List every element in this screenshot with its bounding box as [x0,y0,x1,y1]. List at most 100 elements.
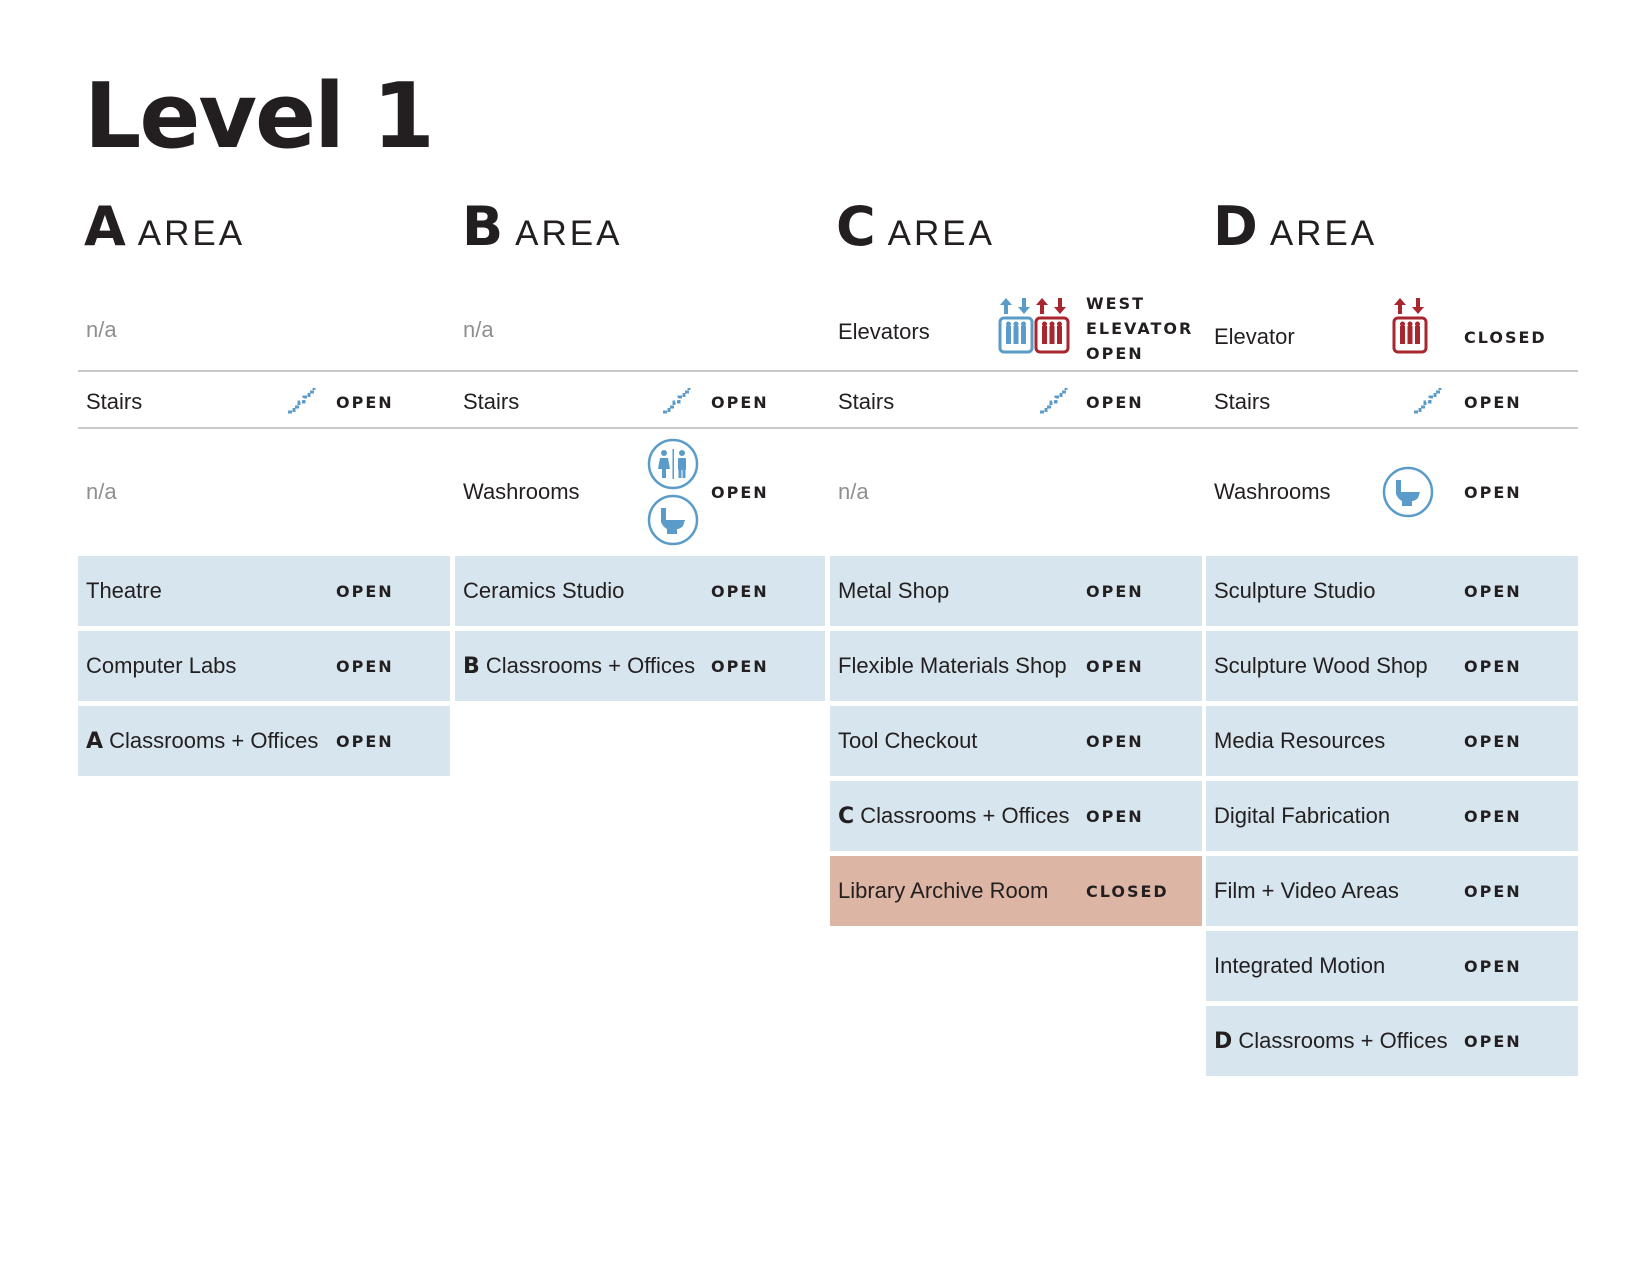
stairs-status: OPEN [1086,392,1144,412]
elevator-closed-icon [1034,298,1070,354]
elevator-status: CLOSED [1464,327,1547,347]
stairs-label: Stairs [86,389,143,414]
room-status: OPEN [1086,807,1144,826]
room-cell: Media Resources OPEN [1206,706,1578,776]
area-a-elevator-cell: n/a [78,300,450,360]
stairs-label: Stairs [463,389,520,414]
room-name: Classrooms + Offices [479,653,696,678]
room-cell: C Classrooms + Offices OPEN [830,781,1202,851]
room-name: Library Archive Room [838,878,1049,903]
area-a-washrooms-cell: n/a [78,462,450,522]
room-cell: Metal Shop OPEN [830,556,1202,626]
area-c-stairs-cell: Stairs OPEN [830,372,1202,432]
room-status: OPEN [1464,957,1522,976]
status-line: OPEN [1086,344,1144,363]
room-prefix: B [463,654,480,679]
room-cell: Film + Video Areas OPEN [1206,856,1578,926]
room-cell: Theatre OPEN [78,556,450,626]
toilet-icon [1382,466,1434,518]
room-cell: Sculpture Wood Shop OPEN [1206,631,1578,701]
area-c-elevator-cell: Elevators WEST ELEVATOR OPEN [830,294,1202,363]
stairs-label: Stairs [1214,389,1271,414]
room-name: Integrated Motion [1214,953,1386,978]
room-cell: Sculpture Studio OPEN [1206,556,1578,626]
room-cell: Computer Labs OPEN [78,631,450,701]
room-label: C Classrooms + Offices [838,803,1070,829]
elevator-open-icon [998,298,1034,354]
toilet-icon [647,494,699,546]
elevator-label: Elevators [838,319,930,344]
elevator-label: Elevator [1214,324,1295,349]
area-b-heading: B AREA [462,200,622,260]
area-word: AREA [1269,214,1378,253]
area-letter: C [836,195,876,258]
washrooms-status: OPEN [711,482,769,502]
room-status: OPEN [711,657,769,676]
room-name: Film + Video Areas [1214,878,1399,903]
status-line: ELEVATOR [1086,319,1194,338]
area-d-heading: D AREA [1213,200,1377,260]
room-cell-closed: Library Archive Room CLOSED [830,856,1202,926]
room-label: Film + Video Areas [1214,878,1399,904]
stairs-status: OPEN [1464,392,1522,412]
area-word: AREA [515,214,623,253]
elevator-label: n/a [463,317,494,342]
room-status: CLOSED [1086,882,1169,901]
stairs-icon [663,388,691,414]
stairs-icon [288,388,316,414]
elevator-closed-icon [1392,298,1428,354]
area-letter: D [1213,195,1258,258]
room-label: Ceramics Studio [463,578,624,604]
room-cell: Ceramics Studio OPEN [455,556,825,626]
room-name: Ceramics Studio [463,578,625,603]
room-label: Media Resources [1214,728,1385,754]
room-label: Sculpture Studio [1214,578,1375,604]
room-prefix: A [86,729,104,754]
washrooms-status: OPEN [1464,482,1522,502]
room-label: Library Archive Room [838,878,1048,904]
room-name: Classrooms + Offices [103,728,319,753]
room-label: Integrated Motion [1214,953,1385,979]
area-letter: B [462,195,504,258]
room-label: Computer Labs [86,653,236,679]
room-label: Digital Fabrication [1214,803,1390,829]
washrooms-label: n/a [86,479,117,504]
room-name: Flexible Materials Shop [838,653,1067,678]
room-status: OPEN [1086,657,1144,676]
room-name: Classrooms + Offices [1232,1028,1448,1053]
room-cell: Integrated Motion OPEN [1206,931,1578,1001]
area-letter: A [84,195,126,258]
stairs-status: OPEN [336,392,394,412]
room-name: Media Resources [1214,728,1386,753]
stairs-status: OPEN [711,392,769,412]
stairs-label: Stairs [838,389,895,414]
room-name: Metal Shop [838,578,950,603]
washrooms-label: n/a [838,479,869,504]
area-c-heading: C AREA [836,200,995,260]
room-name: Digital Fabrication [1214,803,1391,828]
room-status: OPEN [1464,882,1522,901]
room-label: Theatre [86,578,162,604]
row-divider [78,370,1578,372]
room-name: Theatre [86,578,162,603]
page-title: Level 1 [84,64,435,169]
area-d-stairs-cell: Stairs OPEN [1206,372,1578,432]
room-status: OPEN [336,732,394,751]
room-name: Tool Checkout [838,728,978,753]
room-prefix: C [838,804,855,829]
elevator-label: n/a [86,317,117,342]
room-status: OPEN [1464,807,1522,826]
room-name: Computer Labs [86,653,237,678]
room-label: Metal Shop [838,578,949,604]
area-word: AREA [887,214,995,253]
area-b-elevator-cell: n/a [455,300,827,360]
area-a-stairs-cell: Stairs OPEN [78,372,450,432]
room-label: B Classrooms + Offices [463,653,695,679]
room-status: OPEN [336,657,394,676]
area-word: AREA [137,214,246,253]
stairs-icon [1414,388,1442,414]
area-a-heading: A AREA [84,200,245,260]
room-label: Sculpture Wood Shop [1214,653,1428,679]
room-cell: A Classrooms + Offices OPEN [78,706,450,776]
elevator-status: WEST ELEVATOR OPEN [1086,291,1193,366]
